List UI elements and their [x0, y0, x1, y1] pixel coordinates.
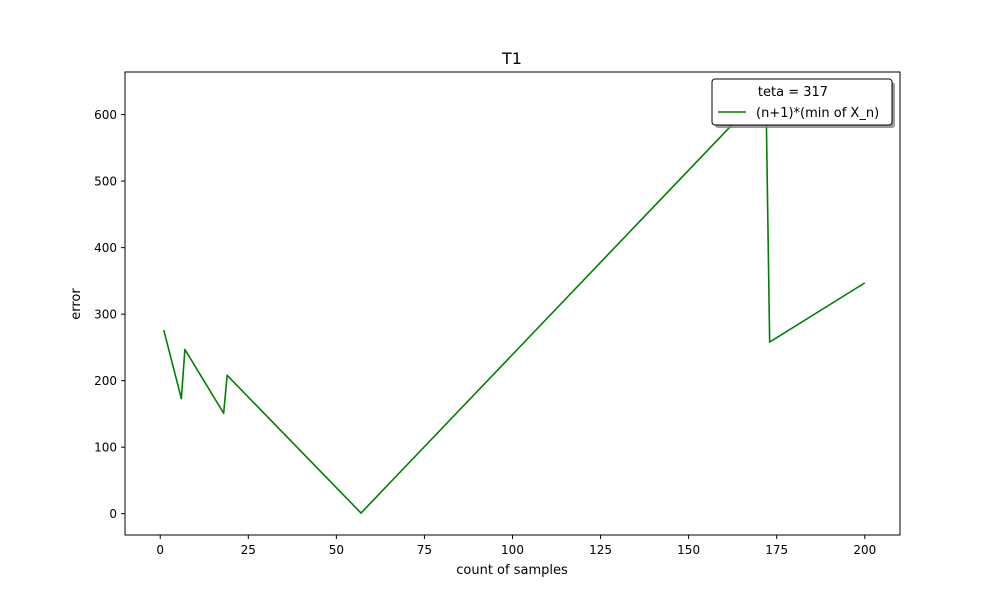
y-tick-label: 600 — [94, 108, 117, 122]
x-tick-label: 150 — [677, 543, 700, 557]
y-axis-label: error — [69, 288, 84, 320]
x-tick-label: 25 — [241, 543, 256, 557]
legend-entry-label: (n+1)*(min of X_n) — [756, 106, 879, 121]
x-tick-label: 100 — [501, 543, 524, 557]
y-axis-ticks: 0 100 200 300 400 500 600 — [94, 108, 125, 521]
y-tick-label: 300 — [94, 308, 117, 322]
legend: teta = 317 (n+1)*(min of X_n) — [711, 78, 895, 128]
y-tick-label: 200 — [94, 374, 117, 388]
y-tick-label: 0 — [109, 507, 117, 521]
x-tick-label: 125 — [589, 543, 612, 557]
legend-box — [711, 78, 893, 126]
y-tick-label: 500 — [94, 175, 117, 189]
x-tick-label: 75 — [417, 543, 432, 557]
y-tick-label: 400 — [94, 241, 117, 255]
x-tick-label: 200 — [853, 543, 876, 557]
legend-title: teta = 317 — [758, 85, 828, 100]
x-axis-label: count of samples — [456, 563, 568, 578]
x-tick-label: 50 — [329, 543, 344, 557]
plot-frame — [124, 71, 901, 536]
x-axis-ticks: 0 25 50 75 100 125 150 175 200 — [156, 535, 876, 557]
y-tick-label: 100 — [94, 441, 117, 455]
x-tick-label: 175 — [765, 543, 788, 557]
x-tick-label: 0 — [156, 543, 164, 557]
series-line — [162, 97, 866, 514]
chart-title: T1 — [501, 49, 522, 68]
